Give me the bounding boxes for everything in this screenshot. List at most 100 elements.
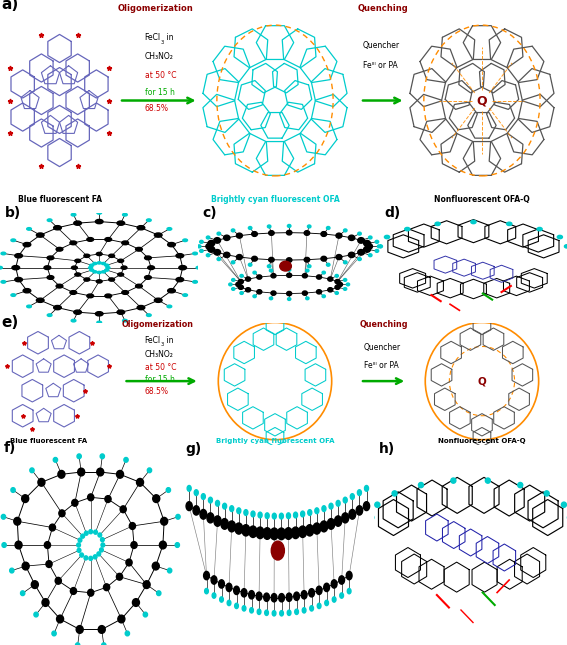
Circle shape — [175, 542, 180, 548]
Circle shape — [363, 502, 370, 511]
Circle shape — [74, 310, 82, 314]
Circle shape — [358, 257, 361, 261]
Circle shape — [221, 519, 229, 530]
Text: d): d) — [384, 206, 401, 221]
Circle shape — [451, 478, 456, 483]
Circle shape — [286, 230, 292, 235]
Circle shape — [146, 219, 151, 221]
Circle shape — [235, 523, 243, 534]
Circle shape — [285, 528, 293, 539]
Circle shape — [268, 265, 271, 268]
Circle shape — [322, 506, 326, 511]
Circle shape — [313, 523, 321, 534]
Circle shape — [75, 259, 81, 263]
Circle shape — [357, 490, 361, 495]
Circle shape — [248, 226, 252, 230]
Circle shape — [109, 278, 115, 281]
Circle shape — [156, 591, 161, 595]
Circle shape — [277, 528, 285, 540]
Circle shape — [329, 503, 333, 509]
Circle shape — [286, 593, 292, 601]
Circle shape — [101, 271, 105, 273]
Circle shape — [242, 524, 250, 536]
Circle shape — [272, 611, 276, 616]
Circle shape — [201, 493, 205, 499]
Circle shape — [96, 280, 102, 283]
Circle shape — [252, 256, 257, 261]
Text: 68.5%: 68.5% — [145, 388, 168, 397]
Circle shape — [336, 501, 340, 506]
Circle shape — [75, 273, 81, 276]
Circle shape — [122, 291, 129, 294]
Circle shape — [350, 493, 354, 499]
Circle shape — [97, 212, 101, 214]
Text: Q: Q — [477, 376, 486, 386]
Circle shape — [15, 277, 23, 282]
Circle shape — [384, 235, 390, 239]
Circle shape — [308, 589, 315, 597]
Circle shape — [1, 281, 6, 283]
Circle shape — [369, 515, 374, 520]
Circle shape — [124, 457, 128, 462]
Circle shape — [316, 290, 321, 294]
Circle shape — [335, 292, 338, 294]
Circle shape — [252, 232, 257, 237]
Text: Quenching: Quenching — [359, 320, 408, 329]
Circle shape — [42, 599, 49, 606]
Circle shape — [287, 265, 291, 268]
Circle shape — [11, 488, 15, 492]
Circle shape — [197, 245, 201, 248]
Circle shape — [291, 527, 299, 539]
Circle shape — [143, 612, 147, 617]
Circle shape — [321, 256, 327, 261]
Circle shape — [70, 588, 77, 595]
Circle shape — [200, 510, 207, 519]
Circle shape — [98, 533, 101, 537]
Circle shape — [76, 626, 83, 633]
Circle shape — [145, 275, 151, 279]
Circle shape — [214, 250, 221, 255]
Text: Quencher: Quencher — [364, 343, 401, 352]
Circle shape — [206, 243, 213, 249]
Circle shape — [251, 511, 255, 517]
Circle shape — [186, 502, 192, 511]
Circle shape — [331, 580, 337, 588]
Text: g): g) — [185, 442, 201, 457]
Circle shape — [301, 591, 307, 599]
Circle shape — [89, 557, 92, 561]
Text: Oligomerization: Oligomerization — [122, 320, 193, 329]
Circle shape — [271, 593, 277, 602]
Text: in: in — [164, 33, 174, 42]
Circle shape — [56, 284, 63, 288]
Text: Quenching: Quenching — [357, 4, 408, 13]
Circle shape — [340, 593, 344, 598]
Circle shape — [219, 597, 223, 602]
Circle shape — [116, 470, 124, 478]
Circle shape — [257, 290, 262, 294]
Circle shape — [268, 225, 271, 228]
Circle shape — [375, 250, 379, 252]
Circle shape — [335, 279, 340, 284]
Circle shape — [217, 257, 221, 261]
Circle shape — [286, 258, 292, 263]
Circle shape — [97, 468, 104, 476]
Circle shape — [308, 510, 312, 515]
Text: b): b) — [5, 206, 21, 219]
Circle shape — [279, 593, 285, 602]
Circle shape — [321, 232, 327, 237]
Circle shape — [270, 528, 278, 540]
Circle shape — [365, 486, 369, 491]
Circle shape — [77, 454, 81, 459]
Circle shape — [187, 486, 191, 491]
Circle shape — [54, 226, 61, 230]
Circle shape — [272, 513, 276, 519]
Circle shape — [316, 586, 322, 595]
Circle shape — [242, 606, 246, 611]
Circle shape — [84, 531, 88, 535]
Circle shape — [249, 526, 257, 537]
Circle shape — [280, 261, 291, 271]
Circle shape — [236, 233, 243, 238]
Circle shape — [366, 243, 373, 249]
Text: f): f) — [4, 441, 16, 455]
Circle shape — [193, 506, 200, 515]
